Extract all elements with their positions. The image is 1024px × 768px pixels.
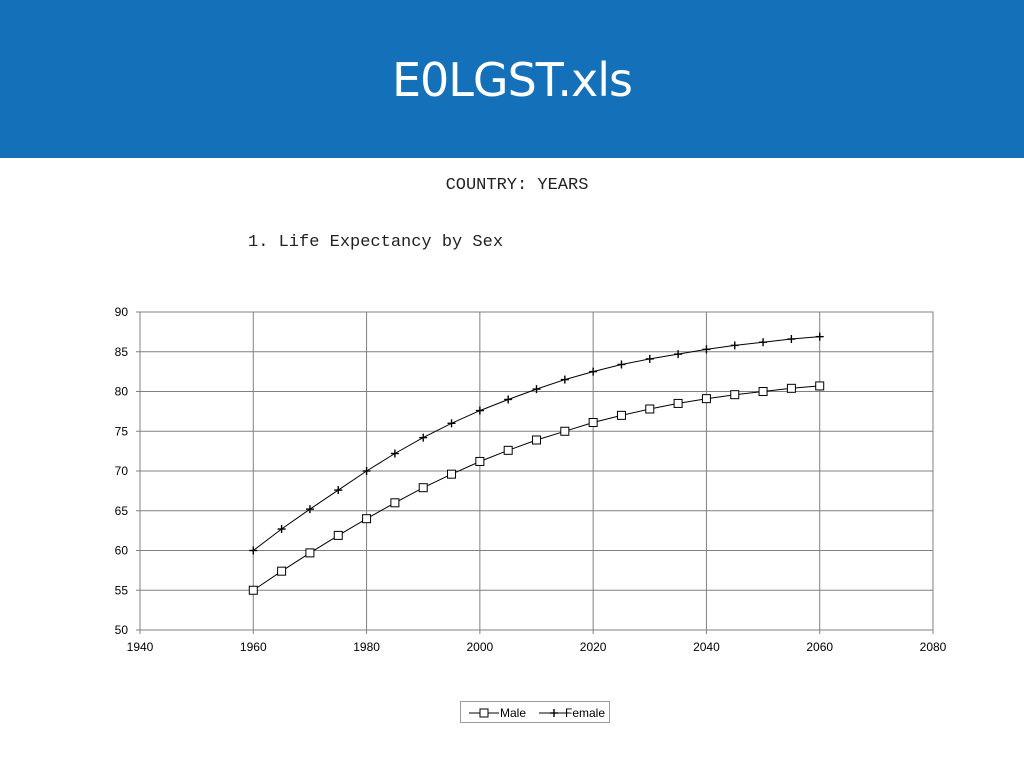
data-point-male [786, 383, 796, 393]
data-point-male [277, 566, 287, 576]
data-point-female [560, 375, 569, 384]
data-point-female [674, 350, 683, 359]
title-banner: E0LGST.xls [0, 0, 1024, 158]
data-point-female [447, 419, 456, 428]
y-tick-label: 80 [115, 385, 129, 399]
x-tick-label: 2040 [693, 640, 720, 654]
data-point-male [815, 381, 825, 391]
y-tick-label: 85 [115, 345, 129, 359]
data-point-male [475, 456, 485, 466]
data-point-female [730, 341, 739, 350]
data-point-female [390, 449, 399, 458]
x-tick-label: 2060 [806, 640, 833, 654]
data-point-female [815, 332, 824, 341]
square-marker-icon [469, 708, 499, 718]
data-point-female [759, 338, 768, 347]
x-tick-label: 1960 [240, 640, 267, 654]
subtitle: COUNTRY: YEARS [445, 176, 589, 195]
data-point-male [362, 514, 372, 524]
y-tick-label: 55 [115, 583, 129, 597]
data-point-female [532, 385, 541, 394]
data-point-male [673, 398, 683, 408]
chart-title: 1. Life Expectancy by Sex [248, 233, 504, 252]
data-point-male [532, 435, 541, 445]
data-point-male [305, 548, 315, 558]
data-point-male [503, 445, 513, 455]
page-title: E0LGST.xls [391, 53, 633, 107]
data-point-male [333, 530, 343, 540]
data-point-female [645, 354, 654, 363]
y-tick-label: 75 [115, 424, 129, 438]
data-point-female [617, 360, 626, 369]
data-point-male [418, 483, 428, 493]
data-point-female [589, 367, 598, 376]
data-point-female [277, 525, 286, 534]
data-point-male [447, 469, 457, 479]
y-tick-label: 90 [115, 305, 129, 319]
data-point-female [249, 546, 258, 555]
y-tick-label: 50 [115, 623, 129, 637]
x-tick-label: 1980 [353, 640, 380, 654]
x-tick-label: 2020 [580, 640, 607, 654]
data-point-male [616, 410, 626, 420]
x-tick-label: 1940 [127, 640, 154, 654]
data-point-male [588, 418, 598, 428]
data-point-female [419, 433, 428, 442]
axes: 50 55 60 65 70 75 80 85 90 1940 1960 1980 2000 2020 20… [115, 305, 947, 654]
legend: Male Female [460, 701, 610, 723]
data-point-male [645, 404, 655, 414]
data-point-female [475, 406, 484, 415]
x-tick-label: 2080 [920, 640, 947, 654]
data-point-male [758, 387, 768, 396]
data-point-male [560, 426, 570, 436]
plus-marker-icon [539, 709, 569, 717]
data-point-male [730, 390, 740, 400]
data-point-female [504, 395, 513, 404]
grid [140, 312, 933, 630]
y-tick-label: 65 [115, 504, 129, 518]
data-point-female [787, 335, 796, 344]
y-tick-label: 70 [115, 464, 129, 478]
y-tick-label: 60 [115, 544, 129, 558]
data-point-female [334, 486, 343, 495]
data-point-female [362, 467, 371, 475]
data-point-female [702, 345, 711, 354]
legend-label-female: Female [565, 706, 606, 720]
data-point-female [305, 505, 314, 514]
life-expectancy-chart: 50 55 60 65 70 75 80 85 90 1940 1960 1980 2000 2020 20… [115, 305, 947, 654]
data-point-male [390, 498, 400, 508]
legend-label-male: Male [500, 706, 527, 720]
data-point-male [701, 394, 711, 404]
data-point-male [248, 585, 258, 595]
series [248, 332, 825, 595]
x-tick-label: 2000 [467, 640, 494, 654]
